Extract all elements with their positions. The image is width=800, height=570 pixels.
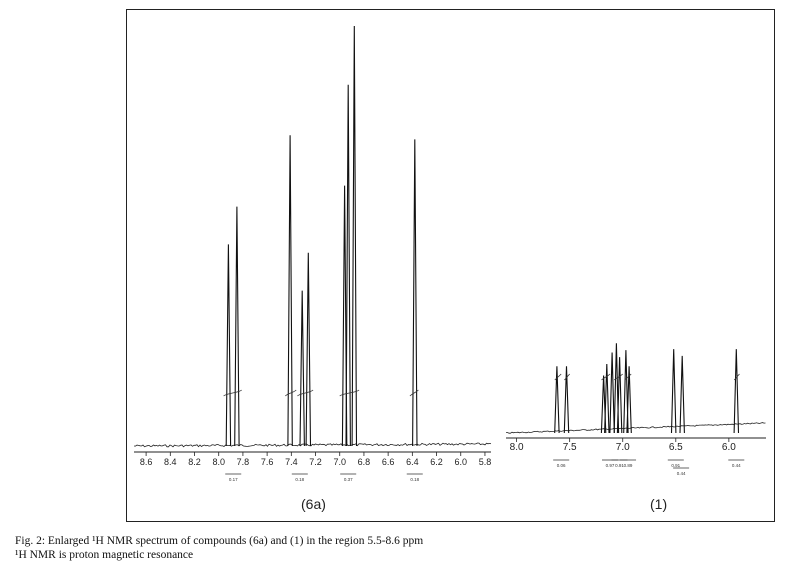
right-integral-curve	[564, 373, 570, 381]
right-tick-label: 6.0	[722, 442, 736, 453]
left-peak-4	[299, 290, 305, 447]
left-integral-curve	[223, 389, 242, 397]
panel-label-1: (1)	[650, 496, 668, 512]
left-peak-5	[305, 252, 312, 447]
right-tick-label: 6.5	[669, 442, 683, 453]
right-integral-label: 0.91	[615, 463, 624, 468]
spectrum-1: 8.0 7.5 7.0 6.5 6.00.06 0.97 0.91 0.89 0.910.440…	[505, 343, 766, 476]
right-peak-7	[616, 357, 623, 434]
right-integral-label: 0.89	[624, 463, 633, 468]
right-integral-label: 0.97	[606, 463, 615, 468]
caption-line-1: Fig. 2: Enlarged ¹H NMR spectrum of comp…	[15, 535, 424, 547]
spectrum-6a: 8.6 8.4 8.2 8.0 7.8 7.6 7.4 7.2 7.0 6.8 6.6 6.4 6.2 6…	[133, 25, 492, 482]
right-integral-curve	[733, 373, 740, 381]
left-tick-label: 7.6	[261, 457, 274, 467]
left-integral-label: 0.37	[344, 477, 353, 482]
right-tick-label: 7.0	[616, 442, 630, 453]
left-peak-8	[351, 25, 358, 447]
right-baseline-trace	[505, 422, 766, 434]
right-peak-10	[670, 349, 677, 434]
right-integral-curve	[613, 373, 623, 381]
left-integral-label: 0.18	[410, 477, 419, 482]
figure-frame	[126, 9, 775, 522]
right-peak-5	[609, 352, 615, 434]
left-tick-label: 7.4	[285, 457, 298, 467]
left-tick-label: 6.0	[454, 457, 467, 467]
nmr-spectra-figure: 8.6 8.4 8.2 8.0 7.8 7.6 7.4 7.2 7.0 6.8 6.6 6.4 6.2 6…	[133, 25, 766, 482]
left-tick-label: 6.4	[406, 457, 419, 467]
left-tick-label: 6.8	[358, 457, 371, 467]
right-integral-label: 0.06	[557, 463, 566, 468]
left-tick-label: 6.6	[382, 457, 395, 467]
left-peak-7	[345, 84, 351, 447]
left-integral-curve	[285, 389, 297, 397]
panel-label-6a: (6a)	[301, 496, 326, 512]
right-integral-curve	[554, 373, 562, 381]
right-integral-label: 0.44	[732, 463, 741, 468]
right-peak-2	[563, 366, 570, 434]
right-peak-11	[679, 355, 685, 434]
left-tick-label: 7.8	[237, 457, 250, 467]
right-peak-12	[733, 349, 740, 434]
right-peak-9	[626, 366, 632, 434]
left-peak-1	[225, 244, 232, 447]
left-peak-2	[234, 206, 240, 447]
left-tick-label: 7.0	[333, 457, 346, 467]
left-tick-label: 5.8	[479, 457, 492, 467]
right-integral-curve	[601, 373, 611, 381]
left-peak-3	[287, 135, 293, 447]
figure-caption: Fig. 2: Enlarged ¹H NMR spectrum of comp…	[15, 534, 785, 562]
left-integral-curve	[339, 389, 360, 397]
right-integral-curve	[624, 373, 632, 381]
caption-line-2: ¹H NMR is proton magnetic resonance	[15, 549, 194, 561]
left-tick-label: 8.2	[188, 457, 201, 467]
left-tick-label: 8.0	[212, 457, 225, 467]
right-tick-label: 8.0	[510, 442, 524, 453]
left-tick-label: 7.2	[309, 457, 322, 467]
left-tick-label: 8.6	[140, 457, 153, 467]
right-peak-4	[604, 363, 610, 434]
right-integral-label: 0.44	[677, 471, 686, 476]
left-integral-curve	[297, 389, 314, 397]
left-baseline-trace	[133, 442, 492, 448]
left-peak-9	[412, 139, 418, 447]
left-integral-label: 0.17	[229, 477, 238, 482]
right-tick-label: 7.5	[563, 442, 577, 453]
left-integral-label: 0.18	[295, 477, 304, 482]
left-tick-label: 6.2	[430, 457, 443, 467]
left-integral-curve	[409, 389, 419, 397]
right-integral-label: 0.91	[671, 463, 680, 468]
left-tick-label: 8.4	[164, 457, 177, 467]
right-peak-1	[554, 366, 560, 434]
